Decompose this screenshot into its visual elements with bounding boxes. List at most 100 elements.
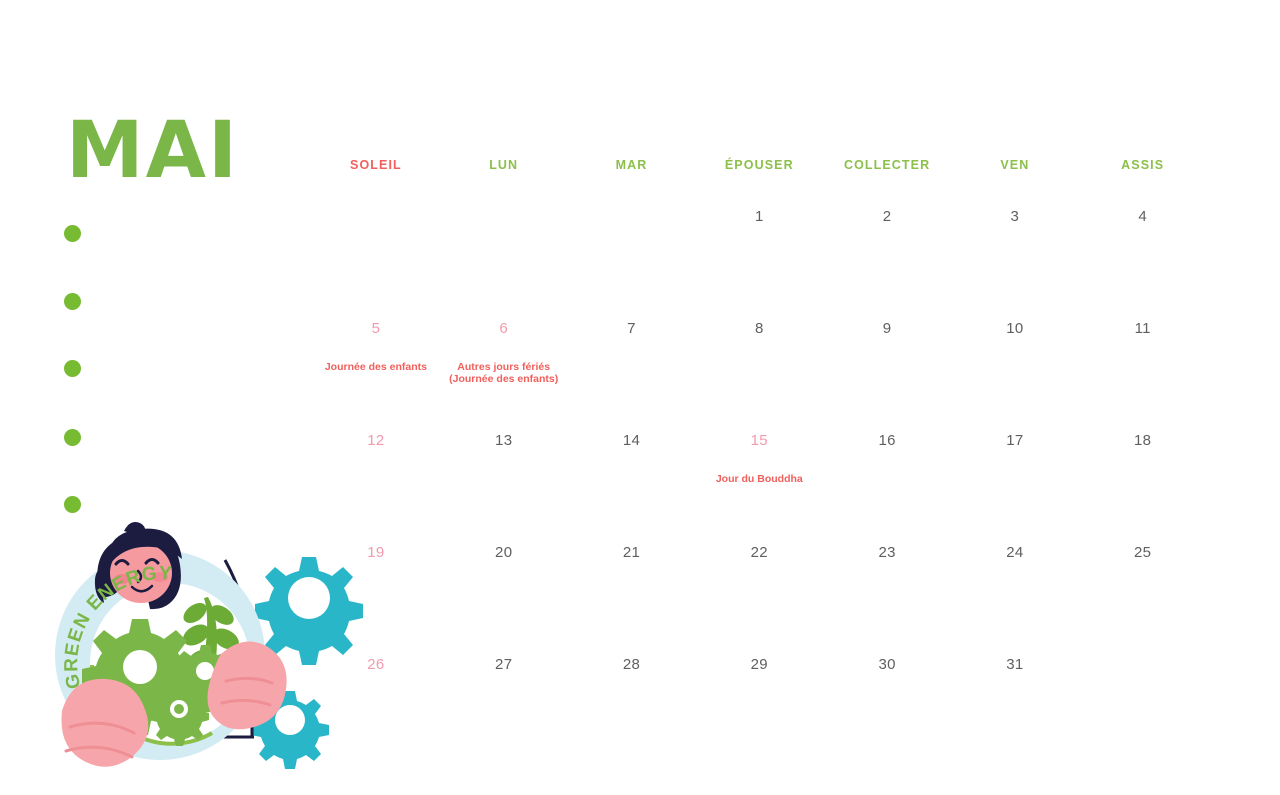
day-number: 16 (878, 432, 896, 449)
day-event-label: Autres jours fériés (Journée des enfants… (449, 361, 559, 386)
day-cell-26[interactable]: 26 (312, 630, 440, 742)
day-number: 15 (750, 432, 768, 449)
day-cell-27[interactable]: 27 (440, 630, 568, 742)
day-cell-1[interactable]: 1 (695, 182, 823, 294)
day-cell-29[interactable]: 29 (695, 630, 823, 742)
day-number: 12 (367, 432, 385, 449)
day-number: 10 (1006, 320, 1024, 337)
day-event-label: Journée des enfants (324, 361, 427, 373)
day-number: 4 (1138, 208, 1147, 225)
day-cell-28[interactable]: 28 (568, 630, 696, 742)
green-gear-small (150, 687, 209, 746)
day-cell-24[interactable]: 24 (951, 518, 1079, 630)
day-cell-31[interactable]: 31 (951, 630, 1079, 742)
day-number: 25 (1134, 544, 1152, 561)
day-cell-12[interactable]: 12 (312, 406, 440, 518)
calendar-weeks: 1 2 3 4 5 Journée des enfants 6 Autres jours fé… (312, 182, 1230, 742)
day-number: 11 (1134, 320, 1151, 337)
day-number: 6 (499, 320, 509, 337)
day-number: 5 (371, 320, 381, 337)
day-number: 9 (882, 320, 892, 337)
day-number: 28 (622, 656, 641, 673)
day-cell-6[interactable]: 6 Autres jours fériés (Journée des enfant… (440, 294, 568, 406)
girl-nose (136, 569, 143, 584)
day-cell-14[interactable]: 14 (568, 406, 696, 518)
week-marker-dot-1 (64, 225, 81, 242)
weekday-header-mar: MAR (615, 158, 648, 172)
calendar-week-row: 26 27 28 29 30 31 (312, 630, 1230, 742)
weekday-header-ven: VEN (1000, 158, 1030, 172)
week-marker-dot-5 (64, 496, 81, 513)
day-number: 20 (495, 544, 513, 561)
day-cell-empty (312, 182, 440, 294)
day-cell-18[interactable]: 18 (1079, 406, 1207, 518)
day-number: 17 (1006, 432, 1024, 449)
day-cell-8[interactable]: 8 (695, 294, 823, 406)
day-number: 23 (878, 544, 896, 561)
page-title: MAI (66, 106, 240, 196)
day-cell-30[interactable]: 30 (823, 630, 951, 742)
day-number: 29 (750, 656, 768, 673)
day-cell-11[interactable]: 11 (1079, 294, 1207, 406)
day-cell-3[interactable]: 3 (951, 182, 1079, 294)
calendar-week-row: 1 2 3 4 (312, 182, 1230, 294)
week-marker-dot-2 (64, 293, 81, 310)
day-cell-25[interactable]: 25 (1079, 518, 1207, 630)
day-cell-16[interactable]: 16 (823, 406, 951, 518)
day-number: 30 (878, 656, 896, 673)
day-cell-empty (440, 182, 568, 294)
day-number: 31 (1006, 656, 1024, 673)
teal-gear-large (255, 557, 363, 665)
day-cell-17[interactable]: 17 (951, 406, 1079, 518)
day-event-label: Jour du Bouddha (715, 473, 803, 485)
weekday-header-assis: ASSIS (1121, 158, 1165, 172)
girl-eye-left (114, 559, 130, 566)
day-number: 18 (1134, 432, 1152, 449)
day-number: 14 (622, 432, 641, 449)
day-cell-23[interactable]: 23 (823, 518, 951, 630)
weekday-header-lun: LUN (489, 158, 519, 172)
day-number: 1 (754, 208, 764, 225)
day-number: 13 (495, 432, 513, 449)
day-cell-5[interactable]: 5 Journée des enfants (312, 294, 440, 406)
day-cell-22[interactable]: 22 (695, 518, 823, 630)
day-cell-10[interactable]: 10 (951, 294, 1079, 406)
calendar-week-row: 12 13 14 15 Jour du Bouddha 16 17 18 (312, 406, 1230, 518)
day-cell-2[interactable]: 2 (823, 182, 951, 294)
girl-figure (94, 522, 182, 610)
day-number: 21 (622, 544, 641, 561)
hand-right (207, 641, 287, 730)
calendar-week-row: 5 Journée des enfants 6 Autres jours fériés… (312, 294, 1230, 406)
day-cell-15[interactable]: 15 Jour du Bouddha (695, 406, 823, 518)
green-energy-illustration: GREEN ENERGY (40, 515, 385, 795)
day-number: 19 (367, 544, 385, 561)
girl-cheek-right (152, 572, 168, 582)
weekday-header-soleil: SOLEIL (350, 158, 402, 172)
calendar-week-row: 19 20 21 22 23 24 25 (312, 518, 1230, 630)
day-cell-19[interactable]: 19 (312, 518, 440, 630)
day-cell-20[interactable]: 20 (440, 518, 568, 630)
girl-eye-right (144, 558, 160, 565)
day-cell-13[interactable]: 13 (440, 406, 568, 518)
day-number: 7 (627, 320, 636, 337)
day-cell-empty (568, 182, 696, 294)
day-cell-21[interactable]: 21 (568, 518, 696, 630)
day-cell-7[interactable]: 7 (568, 294, 696, 406)
day-number: 27 (495, 656, 513, 673)
day-number: 3 (1010, 208, 1020, 225)
day-cell-empty (1079, 630, 1207, 742)
girl-smile (130, 584, 154, 593)
day-number: 8 (754, 320, 764, 337)
hand-left (61, 678, 149, 767)
weekday-header-épouser: ÉPOUSER (724, 158, 794, 172)
week-marker-dot-4 (64, 429, 81, 446)
weekday-header-row: SOLEIL LUN MAR ÉPOUSER COLLECTER VEN ASSIS (312, 150, 1230, 182)
day-cell-4[interactable]: 4 (1079, 182, 1207, 294)
girl-cheek-left (114, 574, 130, 584)
day-number: 26 (367, 656, 385, 673)
day-number: 24 (1006, 544, 1024, 561)
weekday-header-collecter: COLLECTER (843, 158, 931, 172)
day-cell-9[interactable]: 9 (823, 294, 951, 406)
